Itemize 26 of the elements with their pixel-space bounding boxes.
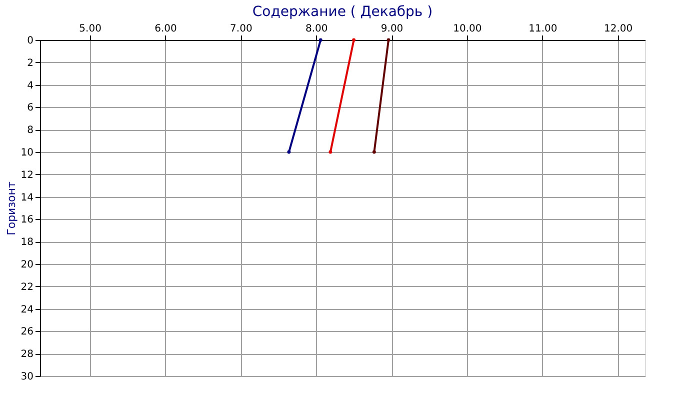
x-tick-label: 8.00 <box>305 24 328 34</box>
chart-title: Содержание ( Декабрь ) <box>252 4 433 20</box>
x-tick-label: 6.00 <box>154 24 177 34</box>
y-tick-label: 16 <box>20 214 34 226</box>
y-tick-label: 10 <box>20 148 34 158</box>
y-tick-label: 4 <box>27 80 34 92</box>
y-tick-label: 12 <box>20 170 34 181</box>
y-tick-label: 2 <box>27 58 34 69</box>
y-tick-label: 26 <box>20 326 34 338</box>
x-tick-label: 5.00 <box>79 24 102 34</box>
y-tick-label: 24 <box>20 304 34 316</box>
y-axis-title: Горизонт <box>4 181 18 236</box>
y-tick-label: 8 <box>27 125 34 136</box>
y-tick-label: 20 <box>20 260 34 270</box>
y-tick-label: 30 <box>20 372 34 382</box>
y-tick-label: 18 <box>20 237 34 248</box>
y-tick-label: 0 <box>27 36 34 46</box>
y-tick-label: 6 <box>27 102 34 114</box>
x-tick-label: 10.00 <box>453 24 482 34</box>
x-tick-label: 9.00 <box>380 24 404 34</box>
y-tick-label: 14 <box>20 192 34 204</box>
x-tick-label: 7.00 <box>230 24 252 34</box>
x-tick-label: 12.00 <box>604 24 633 34</box>
y-tick-label: 28 <box>20 349 34 360</box>
x-tick-label: 11.00 <box>528 24 558 34</box>
y-tick-label: 22 <box>20 282 34 293</box>
